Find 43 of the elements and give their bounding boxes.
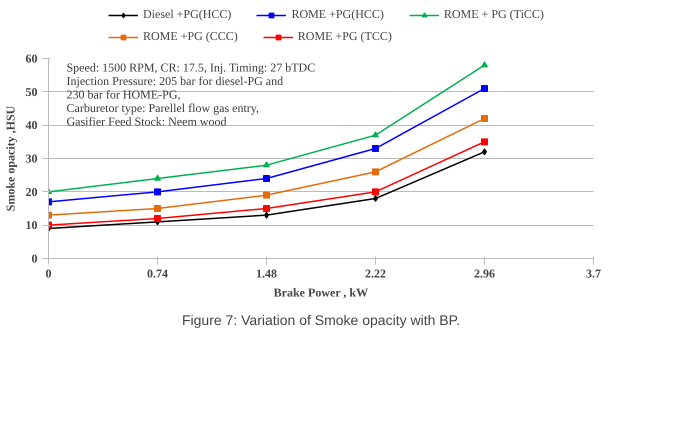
legend-label: Diesel +PG(HCC) xyxy=(143,7,232,22)
y-tick-label: 60 xyxy=(26,52,38,66)
x-tick-label: 0.74 xyxy=(147,266,168,280)
point xyxy=(372,188,379,196)
point xyxy=(481,115,488,122)
point xyxy=(154,174,161,181)
text: Figure 7: Variation of Smoke opacity with BP. xyxy=(182,312,460,328)
x-tick-label: 1.48 xyxy=(256,266,277,280)
x-tick-label: 2.96 xyxy=(474,266,495,280)
x-tick-label: 3.7 xyxy=(586,266,601,280)
x-tick-label: 2.22 xyxy=(365,266,386,280)
legend-label: ROME +PG (TCC) xyxy=(298,29,392,44)
point xyxy=(481,138,488,146)
point xyxy=(263,192,270,199)
x-tick-label: 0 xyxy=(46,266,52,280)
y-tick-label: 40 xyxy=(26,118,38,132)
annotation: Speed: 1500 RPM, CR: 17.5, Inj. Timing: 27 bTDC xyxy=(66,60,316,74)
y-tick-label: 30 xyxy=(26,152,38,166)
point xyxy=(481,85,488,92)
y-tick-label: 20 xyxy=(26,184,38,199)
point xyxy=(154,215,161,222)
annotation: 230 bar for HOME-PG, xyxy=(66,88,180,102)
point xyxy=(263,175,270,182)
y-axis-title: Smoke opacity ,HSU xyxy=(4,105,18,212)
annotation: Injection Pressure: 205 bar for diesel-PG and xyxy=(66,74,284,88)
point xyxy=(481,61,488,68)
point xyxy=(154,205,161,212)
point xyxy=(373,195,378,202)
point xyxy=(372,145,379,152)
y-tick-label: 10 xyxy=(26,218,38,232)
y-tick-label: 0 xyxy=(32,252,38,266)
point xyxy=(154,188,161,196)
point xyxy=(372,131,379,138)
x-axis-title: Brake Power , kW xyxy=(274,286,368,300)
annotation: Gasifier Feed Stock: Neem wood xyxy=(66,114,226,128)
legend-label: ROME +PG(HCC) xyxy=(291,7,384,22)
y-tick-label: 50 xyxy=(26,84,38,99)
point xyxy=(372,168,379,176)
legend-label: ROME +PG (CCC) xyxy=(143,29,238,44)
point xyxy=(263,205,270,212)
annotation: Carburetor type: Parellel flow gas entry, xyxy=(66,101,259,115)
legend-label: ROME + PG (TiCC) xyxy=(444,7,544,22)
point xyxy=(263,161,270,168)
